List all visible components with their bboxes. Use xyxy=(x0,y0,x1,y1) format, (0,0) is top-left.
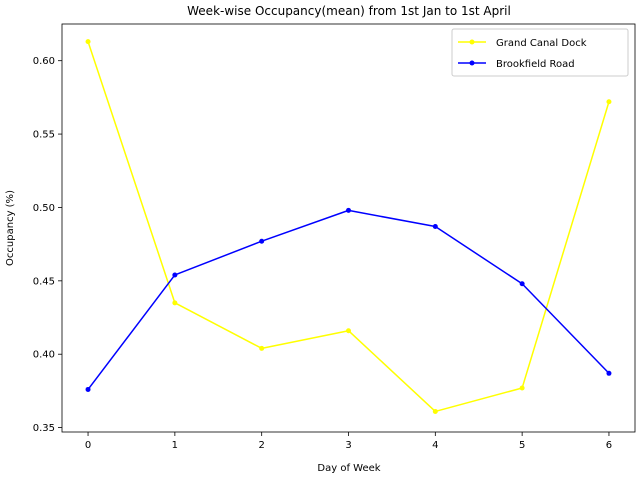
y-tick-label: 0.60 xyxy=(33,56,55,67)
x-axis-label: Day of Week xyxy=(317,463,380,474)
y-axis-label: Occupancy (%) xyxy=(5,190,16,266)
x-tick-label: 4 xyxy=(432,440,438,451)
x-tick-label: 0 xyxy=(85,440,91,451)
series-line-1 xyxy=(87,209,610,390)
y-tick-label: 0.35 xyxy=(33,423,55,434)
y-tick-label: 0.45 xyxy=(33,276,55,287)
data-point xyxy=(259,345,265,351)
data-point xyxy=(432,408,438,414)
legend: Grand Canal Dock Brookfield Road xyxy=(451,28,629,77)
legend-label: Grand Canal Dock xyxy=(496,38,587,49)
x-tick-label: 2 xyxy=(258,440,264,451)
data-point xyxy=(432,224,438,230)
x-tick-label: 5 xyxy=(519,440,525,451)
data-point xyxy=(172,300,178,306)
y-tick-label: 0.40 xyxy=(33,350,55,361)
data-point xyxy=(519,385,525,391)
plot-area: 0 1 2 3 4 5 6 0.35 0.40 0.45 0.50 0.55 0.60 xyxy=(33,23,636,451)
data-point xyxy=(346,328,351,334)
series-line-0 xyxy=(87,41,610,413)
y-tick-label: 0.55 xyxy=(33,130,55,141)
data-point xyxy=(346,207,351,213)
axes-frame xyxy=(61,23,636,433)
x-tick-label: 6 xyxy=(606,440,612,451)
legend-box xyxy=(451,28,629,77)
chart-title: Week-wise Occupancy(mean) from 1st Jan t… xyxy=(187,4,511,18)
legend-swatch-marker xyxy=(469,60,475,66)
data-point xyxy=(172,272,178,278)
data-point xyxy=(606,99,612,105)
x-tick-label: 3 xyxy=(345,440,351,451)
data-point xyxy=(85,386,91,392)
data-point xyxy=(519,281,525,287)
legend-swatch-marker xyxy=(469,39,475,45)
x-tick-label: 1 xyxy=(172,440,178,451)
legend-label: Brookfield Road xyxy=(496,59,575,70)
data-point xyxy=(259,238,265,244)
data-point xyxy=(85,39,91,45)
y-tick-label: 0.50 xyxy=(33,203,55,214)
data-point xyxy=(606,370,612,376)
